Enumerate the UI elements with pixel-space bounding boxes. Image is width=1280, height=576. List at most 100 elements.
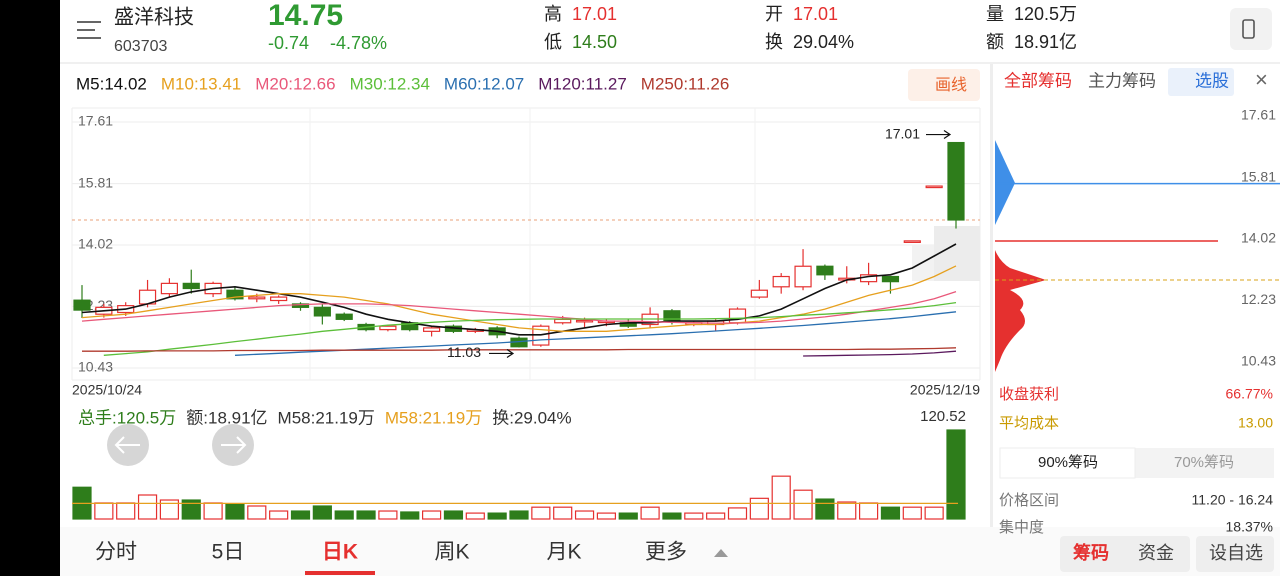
chip-label: 收盘获利 (999, 385, 1059, 403)
period-tab[interactable]: 月K (546, 541, 581, 564)
annotation-arrow (489, 348, 515, 358)
chip-value: 18.37% (1226, 519, 1273, 535)
bottom-button[interactable]: 设自选 (1209, 543, 1263, 563)
volume-bar (269, 510, 289, 520)
chip-label: 价格区间 (999, 492, 1059, 509)
ma-legend: M20:12.66 (255, 74, 335, 93)
volume-bar (531, 506, 551, 520)
candle-body (335, 313, 353, 320)
bottom-button[interactable]: 资金 (1138, 543, 1174, 563)
ma-line (103, 301, 957, 356)
ma-line (81, 290, 957, 324)
ma-legend: M10:13.41 (161, 74, 241, 93)
y-tick-label-right: 14.02 (1241, 230, 1276, 246)
stock-name: 盛洋科技 (114, 5, 194, 28)
volume-legend: 总手:120.5万 (78, 408, 176, 427)
chip-subtab[interactable]: 90%筹码 (1038, 454, 1098, 471)
candle-body (947, 141, 965, 221)
volume-max: 120.52 (920, 408, 966, 425)
volume-bar (662, 512, 682, 520)
candle-body (903, 240, 921, 243)
volume-bar (574, 510, 595, 520)
volume-bar (553, 506, 573, 520)
stat-value: 17.01 (572, 4, 617, 24)
draw-button-label[interactable]: 画线 (935, 76, 967, 94)
divider (60, 62, 1280, 64)
stat-label: 换 (765, 32, 783, 52)
volume-bar (684, 512, 704, 520)
ma-legend: M5:14.02 (76, 74, 147, 93)
y-tick-label-right: 15.81 (1241, 168, 1276, 184)
volume-bar (640, 506, 660, 520)
close-icon[interactable]: × (1255, 67, 1268, 92)
chip-value: 66.77% (1226, 386, 1273, 402)
candle-body (226, 289, 244, 300)
tab-bg[interactable] (1168, 68, 1234, 96)
chip-value: 13.00 (1238, 415, 1273, 431)
candle-body (881, 275, 900, 283)
volume-bar (203, 502, 223, 520)
subtab-active[interactable] (999, 447, 1136, 479)
volume-bar (793, 489, 813, 520)
period-tab[interactable]: 5日 (212, 541, 245, 564)
candle-body (575, 319, 594, 323)
price: 14.75 (268, 0, 343, 32)
chip-tab[interactable]: 选股 (1195, 71, 1229, 90)
ma-legend: M60:12.07 (444, 74, 524, 93)
candle-body (248, 296, 266, 300)
volume-bar (618, 512, 638, 520)
volume-bar (159, 499, 179, 520)
y-tick-label: 10.43 (78, 359, 113, 375)
y-tick-label-right: 10.43 (1241, 353, 1276, 369)
y-tick-label: 17.61 (78, 113, 113, 129)
watchlist-box (1196, 536, 1274, 572)
period-tab[interactable]: 日K (322, 541, 358, 564)
price-highlight (934, 226, 980, 281)
period-tab[interactable]: 周K (434, 541, 469, 564)
chip-value: 11.20 - 16.24 (1192, 492, 1274, 508)
chip-blue (995, 140, 1015, 225)
candle-body (73, 299, 91, 311)
stat-value: 18.91亿 (1014, 32, 1077, 52)
candle-body (423, 327, 441, 332)
volume-bar (225, 503, 245, 520)
volume-bar (706, 512, 726, 520)
chip-tab[interactable]: 主力筹码 (1088, 71, 1156, 90)
chip-label: 集中度 (999, 519, 1044, 536)
ma-line (81, 243, 957, 336)
annotation: 17.01 (885, 125, 920, 141)
annotation-arrow (926, 130, 952, 140)
volume-bar (378, 510, 398, 520)
candle-body (182, 282, 200, 290)
stat-value: 17.01 (793, 4, 838, 24)
bottom-button[interactable]: 筹码 (1073, 542, 1109, 563)
candle-body (794, 265, 812, 288)
draw-button[interactable] (908, 69, 980, 101)
candle-body (554, 318, 572, 324)
volume-legend: M58:21.19万 (385, 408, 482, 427)
y-tick-label: 14.02 (78, 236, 113, 252)
period-tab[interactable]: 分时 (95, 541, 137, 564)
more-arrow[interactable] (714, 549, 728, 557)
menu-icon[interactable] (77, 21, 101, 39)
ma-line (803, 350, 957, 357)
y-tick-label: 15.81 (78, 174, 113, 190)
change: -0.74 (268, 33, 309, 53)
ma-legend: M250:11.26 (641, 74, 730, 93)
chip-red (995, 250, 1046, 372)
chip-subtab[interactable]: 70%筹码 (1174, 454, 1234, 471)
candle-body (816, 265, 834, 276)
period-tab[interactable]: 更多 (645, 541, 687, 564)
chip-tab[interactable]: 全部筹码 (1004, 71, 1072, 90)
device-button[interactable] (1230, 8, 1272, 50)
stat-value: 120.5万 (1014, 4, 1077, 24)
chip-label: 平均成本 (999, 415, 1059, 432)
stat-label: 额 (986, 32, 1004, 52)
candle-body (750, 289, 768, 298)
volume-legend: 换:29.04% (492, 408, 571, 427)
volume-bar (727, 507, 748, 520)
change-pct: -4.78% (330, 33, 387, 53)
volume-bar (94, 502, 114, 520)
volume-bar (815, 498, 835, 520)
